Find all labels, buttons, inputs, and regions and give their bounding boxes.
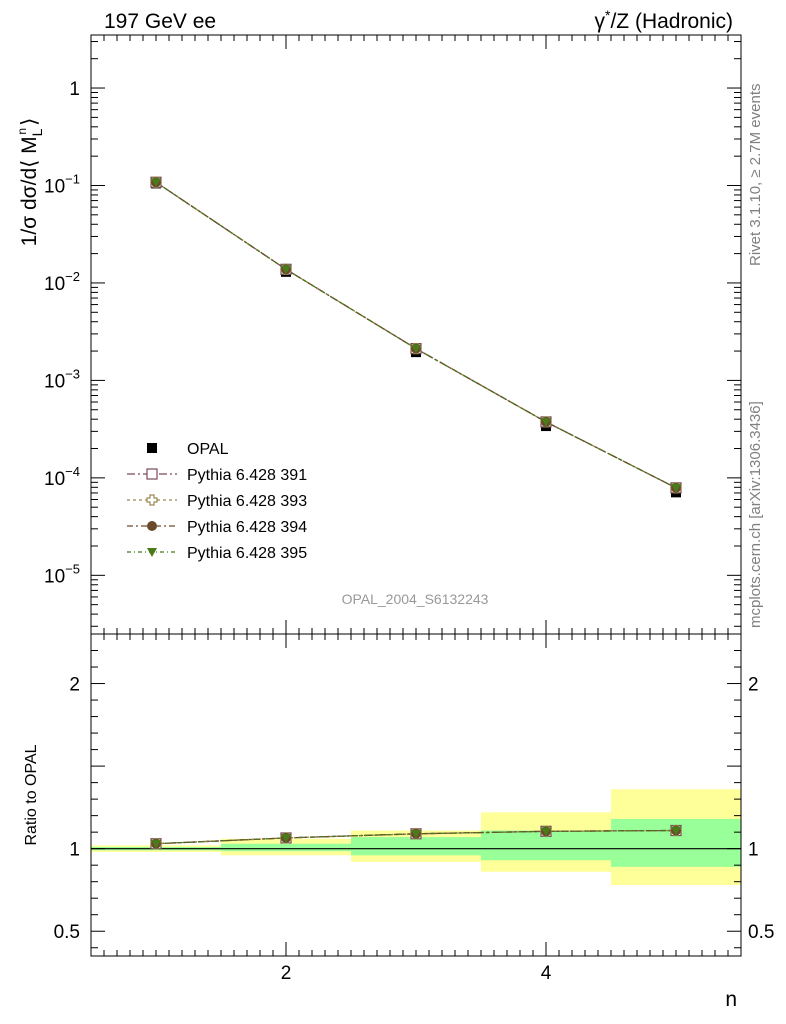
ratio-data-points [150, 824, 682, 850]
stat-uncertainty-band [221, 843, 351, 852]
main-data-points [150, 176, 682, 498]
data-point [411, 344, 421, 354]
main-plot-panel: 1 10−1 10−2 10−3 10−4 10−5 OPAL_2004_S6132243… [44, 34, 742, 635]
y-tick-label: 10−2 [44, 269, 80, 295]
ratio-data-point [541, 827, 551, 837]
ratio-data-point [151, 839, 161, 849]
ratio-y-tick-label: 1 [69, 840, 80, 861]
y-tick-label: 10−3 [44, 366, 80, 392]
legend-label: OPAL [187, 441, 229, 458]
ratio-y-tick-label-right: 2 [748, 675, 759, 696]
series-line [155, 181, 677, 489]
x-tick-label: 2 [281, 963, 292, 984]
legend-marker [146, 494, 158, 506]
data-point [281, 265, 291, 275]
main-y-axis-label: 1/σ dσ/d⟨ MLn⟩ [15, 118, 45, 247]
ratio-data-point [411, 829, 421, 839]
ratio-y-tick-label-right: 0.5 [748, 922, 774, 943]
ratio-tick-labels: 2 2 1 1 0.5 0.5 2 4 [54, 675, 775, 984]
data-point [151, 178, 161, 188]
rivet-version-label: Rivet 3.1.10, ≥ 2.7M events [747, 83, 764, 267]
x-axis-label: n [725, 988, 737, 1011]
stat-uncertainty-band [351, 837, 481, 856]
data-point [671, 483, 681, 493]
x-tick-label: 4 [541, 963, 552, 984]
main-axis-ticks [91, 35, 741, 634]
ratio-y-tick-label: 2 [69, 675, 80, 696]
legend: OPAL Pythia 6.428 391 Pythia 6.428 393 Pyth… [127, 441, 307, 562]
y-tick-label: 10−4 [44, 464, 80, 490]
analysis-watermark: OPAL_2004_S6132243 [342, 591, 489, 607]
mcplots-reference-label: mcplots.cern.ch [arXiv:1306.3436] [747, 401, 764, 628]
legend-marker [147, 521, 157, 531]
series-line [155, 181, 677, 489]
series-line [155, 181, 677, 489]
legend-marker [147, 548, 157, 557]
y-tick-label: 1 [69, 79, 80, 100]
legend-label: Pythia 6.428 391 [187, 467, 307, 484]
legend-marker [146, 468, 158, 480]
header-right: γ*/Z (Hadronic) [595, 7, 733, 33]
ratio-data-point [281, 833, 291, 843]
ratio-y-axis-label: Ratio to OPAL [23, 744, 40, 845]
main-y-tick-labels: 1 10−1 10−2 10−3 10−4 10−5 [44, 79, 80, 587]
main-series-lines [155, 181, 677, 489]
legend-label: Pythia 6.428 394 [187, 519, 307, 536]
legend-label: Pythia 6.428 393 [187, 493, 307, 510]
y-tick-label: 10−1 [44, 171, 80, 197]
ratio-plot-panel: 2 2 1 1 0.5 0.5 2 4 [54, 633, 775, 984]
ratio-uncertainty-bands [91, 789, 741, 885]
ratio-series-line [155, 829, 677, 845]
legend-label: Pythia 6.428 395 [187, 545, 307, 562]
ratio-y-tick-label: 0.5 [54, 922, 80, 943]
header-left: 197 GeV ee [104, 10, 216, 33]
data-point [541, 417, 551, 427]
series-line [155, 181, 677, 489]
ratio-y-tick-label-right: 1 [748, 840, 759, 861]
legend-marker [147, 443, 157, 453]
ratio-axis-ticks [91, 634, 741, 956]
y-tick-label: 10−5 [44, 561, 80, 587]
ratio-data-point [671, 826, 681, 836]
